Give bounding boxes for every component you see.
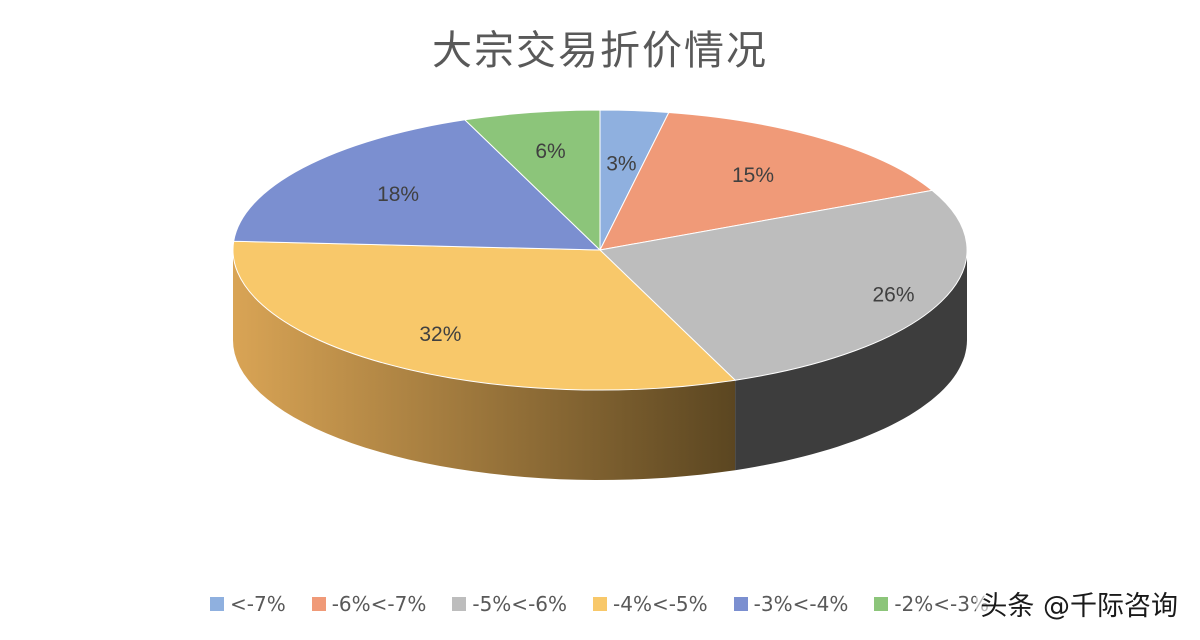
pie-slice-4 xyxy=(233,119,602,251)
legend-item-2: -5%<-6% xyxy=(452,592,567,616)
legend-swatch-0 xyxy=(210,597,224,611)
legend-item-1: -6%<-7% xyxy=(311,592,427,616)
legend-label-1: -6%<-7% xyxy=(331,592,427,616)
pie-slice-1 xyxy=(599,111,934,251)
pie-slices xyxy=(232,109,968,391)
pie-chart: 3% 15% 26% 32% 18% 6% xyxy=(232,109,968,480)
legend-item-4: -3%<-4% xyxy=(733,592,849,616)
legend-label-4: -3%<-4% xyxy=(753,592,849,616)
pie-data-label-4: 18% xyxy=(377,183,419,206)
watermark: 头条 @千际咨询 xyxy=(976,584,1182,623)
legend-item-0: <-7% xyxy=(210,592,286,616)
pie-data-label-3: 32% xyxy=(419,323,461,346)
pie-slice-3 xyxy=(232,240,737,391)
chart-title: 大宗交易折价情况 xyxy=(432,28,768,74)
pie-data-label-1: 15% xyxy=(732,164,774,187)
legend-swatch-1 xyxy=(311,597,326,611)
pie-data-label-2: 26% xyxy=(872,283,914,306)
legend-item-5: -2%<-3% xyxy=(874,592,989,616)
legend-label-3: -4%<-5% xyxy=(613,592,708,616)
legend-label-5: -2%<-3% xyxy=(894,592,989,616)
pie-slice-2 xyxy=(598,189,968,381)
legend-swatch-5 xyxy=(874,597,889,611)
pie-data-labels: 3% 15% 26% 32% 18% 6% xyxy=(377,140,914,346)
pie-side-2 xyxy=(735,250,967,471)
pie-side-walls xyxy=(233,250,967,480)
legend-swatch-2 xyxy=(452,597,467,611)
legend-item-3: -4%<-5% xyxy=(593,592,708,616)
pie-data-label-5: 6% xyxy=(535,140,565,163)
pie-slice-5 xyxy=(463,109,601,252)
legend-swatch-4 xyxy=(733,597,748,611)
legend: <-7% -6%<-7% -5%<-6% -4%<-5% -3%<-4% -2%<-3% xyxy=(210,591,989,617)
pie-data-label-0: 3% xyxy=(606,153,636,176)
legend-swatch-3 xyxy=(593,597,608,611)
pie-side-3 xyxy=(233,250,736,480)
legend-label-0: <-7% xyxy=(230,592,286,616)
legend-label-2: -5%<-6% xyxy=(472,592,568,616)
